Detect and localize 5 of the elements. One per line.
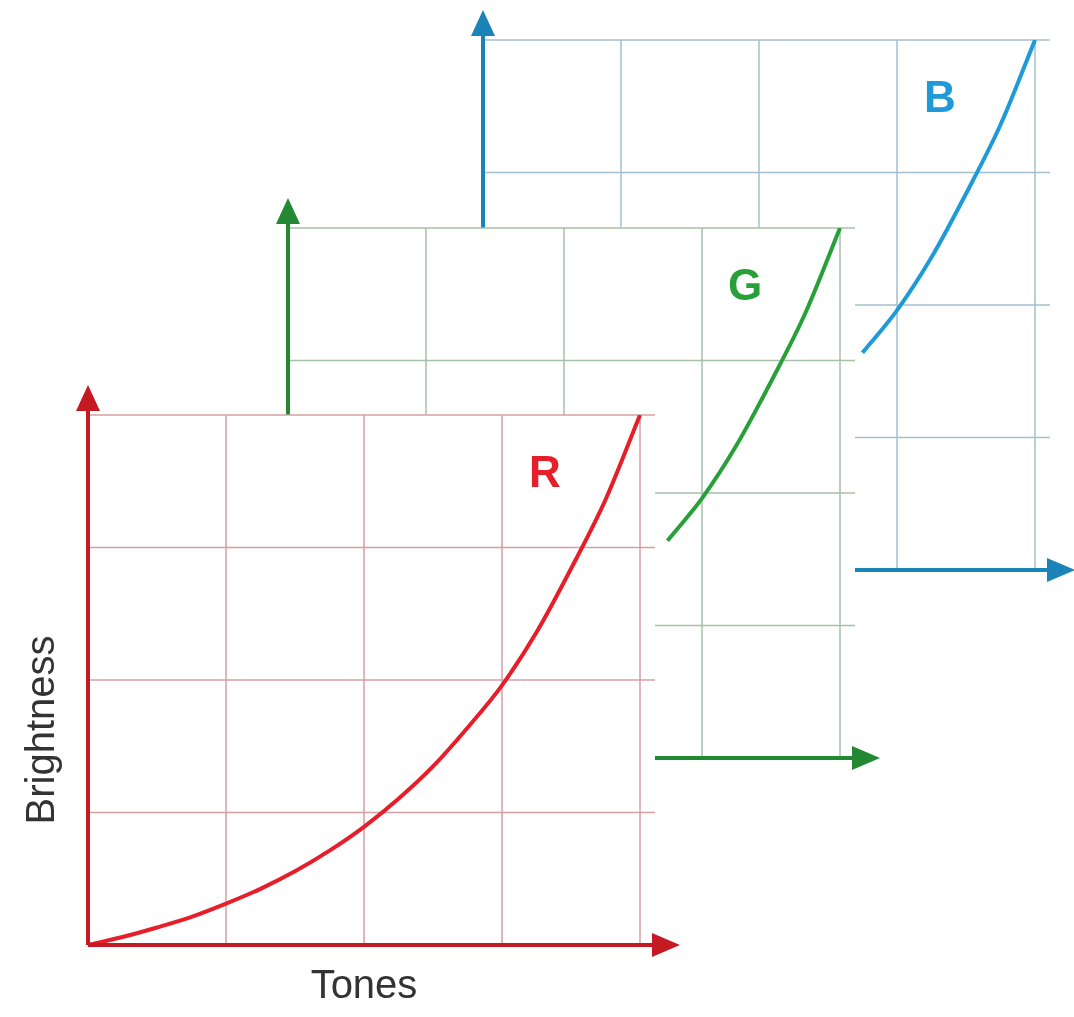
series-label: R	[529, 447, 561, 497]
series-label: G	[727, 260, 763, 310]
x-axis-title: Tones	[310, 962, 418, 1007]
y-axis-title: Brightness	[18, 635, 63, 825]
series-label: B	[924, 72, 956, 122]
